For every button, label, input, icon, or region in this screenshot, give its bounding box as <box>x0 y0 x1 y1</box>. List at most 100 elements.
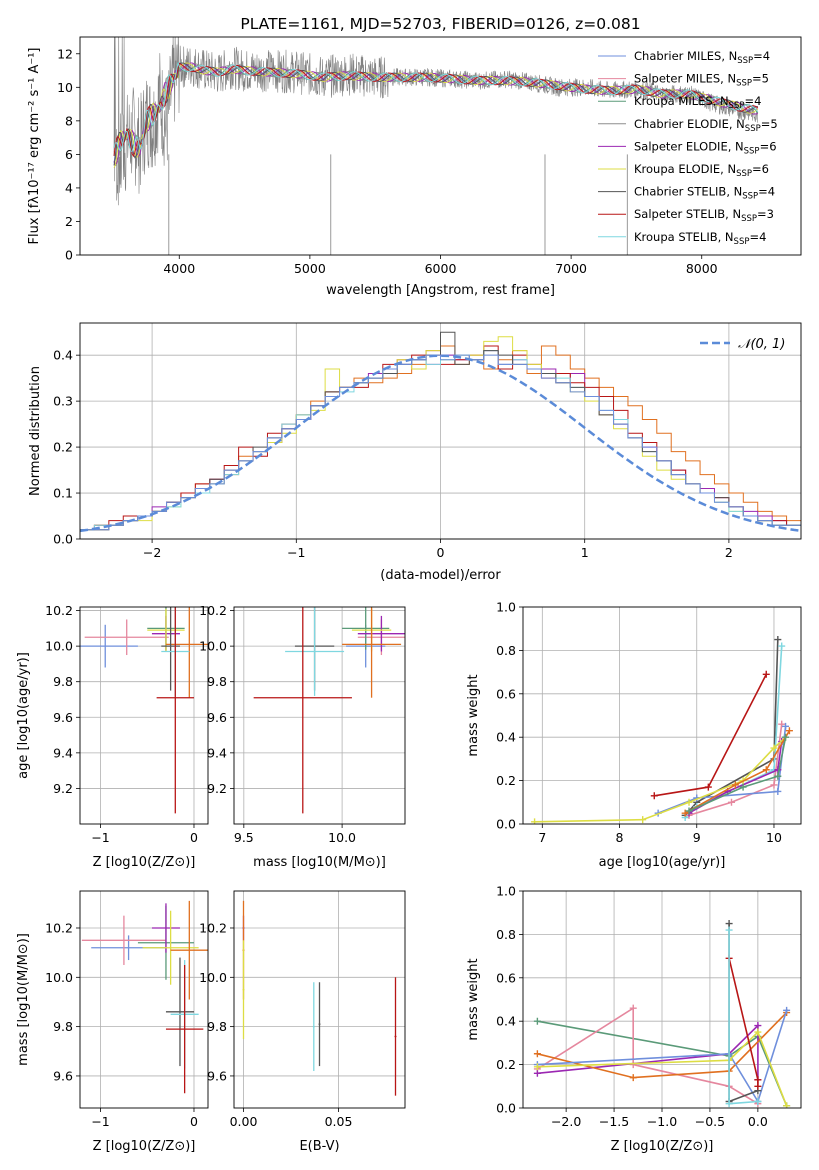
legend: Chabrier MILES, NSSP=4 Salpeter MILES, NS… <box>598 49 778 247</box>
error-bar <box>170 900 208 1000</box>
weight-marker <box>774 772 782 780</box>
y-tick-label: 10.2 <box>199 920 227 935</box>
weight-marker <box>778 642 786 650</box>
y-tick-label: 0.8 <box>496 643 516 658</box>
error-bar <box>151 903 180 953</box>
y-tick-label: 2 <box>65 214 73 229</box>
y-tick-label: 1.0 <box>496 600 516 615</box>
error-bar <box>312 982 315 1072</box>
y-tick-label: 8 <box>65 113 73 128</box>
x-tick-label: 9 <box>693 830 701 845</box>
weight-marker <box>754 1076 762 1084</box>
x-tick-label: 5000 <box>294 261 326 276</box>
weight-marker <box>783 1102 791 1108</box>
x-tick-label: 7 <box>538 830 546 845</box>
weight-marker <box>782 722 790 730</box>
x-tick-label: 0.00 <box>230 1114 258 1129</box>
weight-marker <box>754 1028 762 1036</box>
weight-marker <box>725 926 733 934</box>
legend-entry: Kroupa STELIB, NSSP=4 <box>634 230 766 247</box>
y-tick-label: 9.6 <box>53 710 73 725</box>
y-tick-label: 6 <box>65 147 73 162</box>
weight-marker <box>754 1097 762 1105</box>
y-tick-label: 10.0 <box>199 639 227 654</box>
panel-0: 4000 5000 6000 7000 8000 0 2 4 6 8 10 12 PLATE=1161,… <box>27 15 802 298</box>
y-tick-label: 9.6 <box>53 1068 73 1083</box>
x-axis-label: age [log10(age/yr)] <box>599 855 726 870</box>
x-axis-label: mass [log10(M/M⊙)] <box>253 855 386 870</box>
weight-marker <box>739 783 747 791</box>
y-tick-label: 9.8 <box>207 674 227 689</box>
plot-area <box>253 607 405 814</box>
legend-entry: Chabrier ELODIE, NSSP=5 <box>634 117 778 134</box>
axes-frame <box>79 890 209 1109</box>
y-tick-label: 0.4 <box>496 1014 516 1029</box>
axes-frame <box>522 890 802 1109</box>
model-spectrum-line <box>113 61 759 154</box>
error-bar <box>165 607 208 698</box>
x-tick-label: −2 <box>143 545 161 560</box>
x-tick-label: 0 <box>190 830 198 845</box>
y-tick-label: 0.0 <box>53 532 73 547</box>
x-axis-label: Z [log10(Z/Z⊙)] <box>93 1139 196 1154</box>
model-spectrum-line <box>113 63 759 160</box>
weight-marker <box>725 1100 733 1108</box>
error-bar <box>357 615 405 652</box>
y-tick-label: 10.2 <box>45 920 73 935</box>
y-tick-label: 10.0 <box>45 639 73 654</box>
y-tick-label: 0.0 <box>496 817 516 832</box>
y-axis-label: Flux [fλ10⁻¹⁷ erg cm⁻² s⁻¹ A⁻¹] <box>27 48 42 245</box>
legend-entry: Chabrier MILES, NSSP=4 <box>634 49 770 66</box>
legend-entry: Kroupa ELODIE, NSSP=6 <box>634 162 769 179</box>
weight-marker <box>782 733 790 741</box>
error-bar <box>80 624 138 668</box>
y-tick-label: 10.0 <box>45 970 73 985</box>
x-tick-label: −1 <box>91 1114 109 1129</box>
y-tick-label: 10.0 <box>199 970 227 985</box>
model-spectrum-line <box>113 62 759 152</box>
weight-line <box>684 730 791 814</box>
weight-marker <box>785 727 793 735</box>
weight-marker <box>762 766 770 774</box>
x-tick-label: 8 <box>616 830 624 845</box>
y-tick-label: 10.2 <box>199 603 227 618</box>
weight-marker <box>770 781 778 789</box>
y-axis-label: mass [log10(M/M⊙)] <box>16 933 31 1066</box>
legend-entry: Salpeter ELODIE, NSSP=6 <box>634 139 777 156</box>
y-tick-label: 9.8 <box>53 1019 73 1034</box>
y-tick-label: 9.8 <box>53 674 73 689</box>
error-bar <box>161 607 180 691</box>
x-axis-label: E(B-V) <box>299 1139 339 1154</box>
weight-marker <box>533 1069 541 1077</box>
weight-line <box>688 737 787 812</box>
axes-frame <box>79 322 802 540</box>
weight-marker <box>725 920 733 928</box>
panel-7: −2.0 −1.5 −1.0 −0.5 0.0 0.0 0.2 0.4 0.6 0.8 1.0 Z [… <box>466 884 802 1154</box>
axes-frame <box>79 36 802 256</box>
x-tick-label: 2 <box>725 545 733 560</box>
y-tick-label: 0.6 <box>496 686 516 701</box>
weight-marker <box>533 1017 541 1025</box>
x-tick-label: −1.5 <box>599 1114 629 1129</box>
y-tick-label: 0.2 <box>496 773 516 788</box>
legend-entry: Chabrier STELIB, NSSP=4 <box>634 185 775 202</box>
x-tick-label: 4000 <box>163 261 195 276</box>
y-tick-label: 10.2 <box>45 603 73 618</box>
weight-marker <box>629 1061 637 1069</box>
panel-5: −1 0 9.6 9.8 10.0 10.2 Z [log10(Z/Z⊙)] mass [lo… <box>16 890 209 1154</box>
y-tick-label: 0.4 <box>496 730 516 745</box>
weight-marker <box>629 1004 637 1012</box>
panel-6: 0.00 0.05 9.6 9.8 10.0 10.2 E(B-V) <box>199 890 406 1154</box>
error-bar <box>318 982 321 1067</box>
x-tick-label: 7000 <box>555 261 587 276</box>
y-tick-label: 0.0 <box>496 1101 516 1116</box>
y-tick-label: 0.6 <box>496 970 516 985</box>
legend-entry: 𝒩(0, 1) <box>738 337 785 352</box>
plot-area <box>531 636 793 824</box>
error-bar <box>84 619 169 656</box>
x-axis-label: (data-model)/error <box>380 568 501 583</box>
error-bar <box>81 915 166 965</box>
legend: 𝒩(0, 1) <box>700 337 785 352</box>
x-tick-label: 9.5 <box>234 830 254 845</box>
y-tick-label: 9.6 <box>207 1068 227 1083</box>
